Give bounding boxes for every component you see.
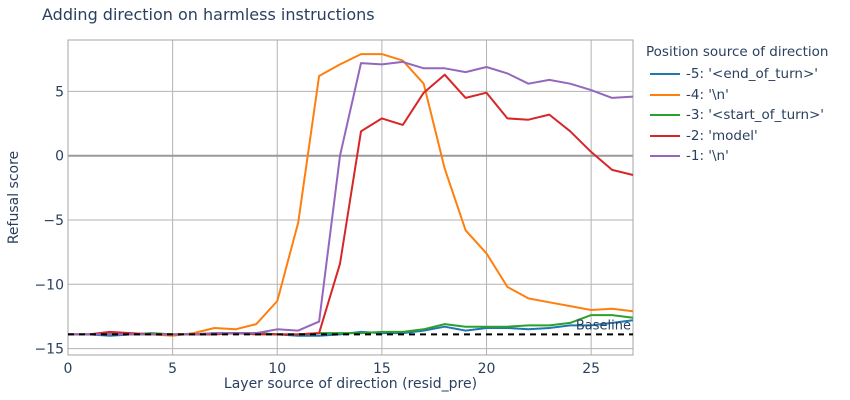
series-line-5 xyxy=(68,60,634,336)
x-tick-label: 15 xyxy=(373,361,391,377)
x-tick-label: 20 xyxy=(478,361,496,377)
plot-frame xyxy=(67,39,634,356)
baseline-label: Baseline xyxy=(576,318,631,333)
legend-label: -1: '\n' xyxy=(686,148,729,165)
x-tick-label: 5 xyxy=(168,361,177,377)
legend-item-1[interactable]: -5: '<end_of_turn>' xyxy=(646,64,828,85)
legend-label: -4: '\n' xyxy=(686,86,729,103)
x-tick-label: 0 xyxy=(64,361,73,377)
legend-swatch xyxy=(650,134,680,137)
x-tick-label: 10 xyxy=(268,361,286,377)
y-tick-label: −5 xyxy=(43,213,64,229)
legend-swatch xyxy=(650,114,680,117)
legend-label: -2: 'model' xyxy=(686,127,758,144)
series-line-3 xyxy=(68,314,634,336)
x-axis-label: Layer source of direction (resid_pre) xyxy=(224,376,477,392)
legend-item-2[interactable]: -4: '\n' xyxy=(646,85,828,106)
y-axis-label: Refusal score xyxy=(6,151,22,244)
legend-items: -5: '<end_of_turn>' -4: '\n' -3: '<start_o… xyxy=(646,64,828,167)
y-tick-label: 0 xyxy=(55,149,64,165)
legend-swatch xyxy=(650,73,680,76)
legend-item-3[interactable]: -3: '<start_of_turn>' xyxy=(646,105,828,126)
legend-item-5[interactable]: -1: '\n' xyxy=(646,146,828,167)
legend-swatch xyxy=(650,93,680,96)
tick-labels: 0 5 10 15 20 25 −15 −10 −5 0 5 xyxy=(34,84,600,377)
legend-item-4[interactable]: -2: 'model' xyxy=(646,126,828,147)
x-tick-label: 25 xyxy=(582,361,600,377)
legend-swatch xyxy=(650,155,680,158)
legend-label: -5: '<end_of_turn>' xyxy=(686,66,819,83)
y-tick-label: −15 xyxy=(34,342,64,358)
series-layer: Baseline xyxy=(68,53,634,337)
y-tick-label: 5 xyxy=(55,84,64,100)
legend[interactable]: Position source of direction -5: '<end_o… xyxy=(646,44,828,167)
legend-title: Position source of direction xyxy=(646,44,829,60)
y-tick-label: −10 xyxy=(34,277,64,293)
chart-title: Adding direction on harmless instruction… xyxy=(42,5,375,24)
legend-label: -3: '<start_of_turn>' xyxy=(686,107,825,124)
